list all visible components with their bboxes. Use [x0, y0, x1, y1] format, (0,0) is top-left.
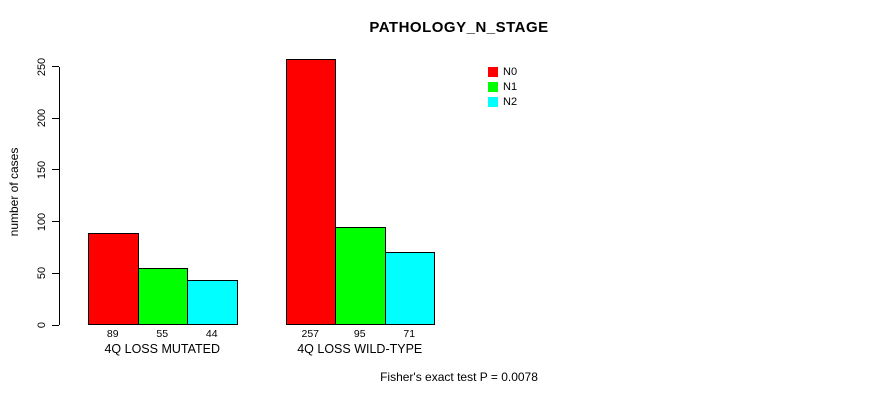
y-tick	[52, 272, 59, 274]
y-tick-label: 100	[36, 212, 48, 231]
bar-value-label: 55	[156, 328, 169, 340]
legend-label: N0	[503, 65, 518, 78]
y-tick-label: 150	[36, 160, 48, 180]
bar-value-label: 89	[106, 328, 119, 340]
bar-N0	[285, 59, 336, 325]
y-tick-label: 0	[36, 321, 48, 329]
bar-N2	[384, 251, 435, 325]
y-tick-label: 50	[36, 267, 48, 280]
legend: N0 N1 N2	[488, 64, 517, 109]
legend-item: N1	[488, 79, 517, 94]
chart-title: PATHOLOGY_N_STAGE	[369, 19, 549, 36]
legend-item: N2	[488, 94, 517, 109]
y-tick	[52, 117, 59, 119]
y-tick	[52, 66, 59, 67]
bar-N1	[137, 268, 188, 325]
y-tick	[52, 324, 59, 326]
x-axis-category-label: 4Q LOSS MUTATED	[104, 341, 221, 356]
legend-item: N0	[488, 64, 517, 79]
y-tick	[52, 169, 59, 171]
y-axis-title: number of cases	[7, 147, 21, 237]
legend-swatch	[488, 81, 498, 92]
bar-value-label: 95	[353, 328, 366, 340]
legend-label: N2	[503, 95, 518, 108]
bar-value-label: 257	[301, 328, 320, 340]
legend-swatch	[488, 96, 498, 107]
y-tick	[52, 221, 59, 223]
legend-swatch	[488, 66, 498, 77]
x-axis-category-label: 4Q LOSS WILD-TYPE	[297, 341, 423, 356]
bar-N2	[187, 279, 238, 325]
legend-label: N1	[503, 80, 518, 93]
bar-N0	[88, 232, 139, 325]
y-axis-line	[59, 66, 60, 325]
bar-value-label: 71	[403, 328, 416, 340]
y-tick-label: 250	[36, 57, 48, 76]
stat-test-annotation: Fisher's exact test P = 0.0078	[380, 370, 538, 384]
y-tick-label: 200	[36, 109, 48, 128]
bar-N1	[335, 226, 386, 325]
bar-value-label: 44	[205, 328, 218, 340]
